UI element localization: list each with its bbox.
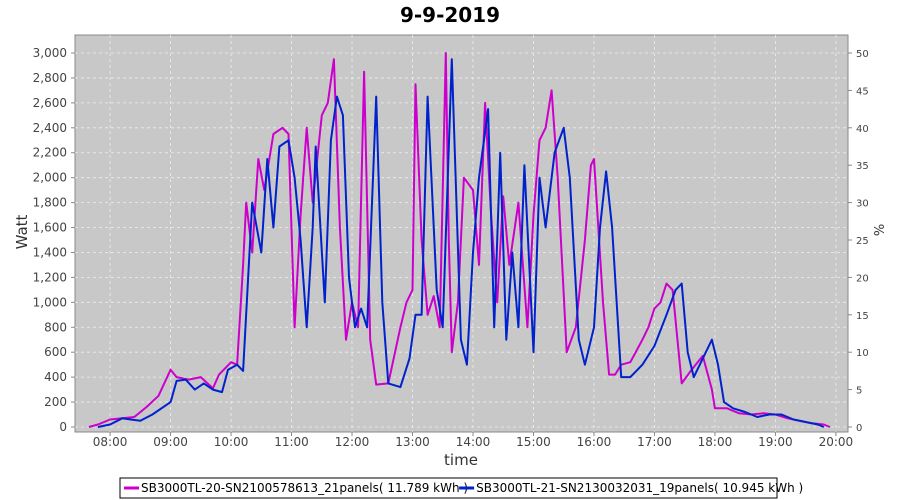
y-tick-label: 1,400 xyxy=(33,245,67,259)
y2-tick-label: 15 xyxy=(856,311,869,322)
y-axis-right: 0 5 10 15 20 25 30 35 40 45 50 xyxy=(848,49,869,434)
x-tick-label: 11:00 xyxy=(274,435,309,449)
legend-label-1: SB3000TL-20-SN2100578613_21panels( 11.78… xyxy=(141,481,468,495)
x-tick-label: 17:00 xyxy=(637,435,672,449)
y-tick-label: 200 xyxy=(44,395,67,409)
series-lines xyxy=(88,52,831,428)
chart-title: 9-9-2019 xyxy=(400,3,500,27)
y2-tick-label: 25 xyxy=(856,236,869,247)
y-tick-label: 3,000 xyxy=(33,46,67,60)
x-tick-label: 20:00 xyxy=(819,435,854,449)
y2-tick-label: 5 xyxy=(856,386,862,397)
y-axis-label: Watt xyxy=(13,214,31,249)
x-tick-label: 09:00 xyxy=(153,435,188,449)
y2-tick-label: 10 xyxy=(856,348,869,359)
y-tick-label: 1,600 xyxy=(33,221,67,235)
series-line-1 xyxy=(88,52,831,428)
y-tick-label: 400 xyxy=(44,370,67,384)
legend-label-2: SB3000TL-21-SN2130032031_19panels( 10.94… xyxy=(476,481,803,495)
y-tick-label: 2,800 xyxy=(33,71,67,85)
x-tick-label: 19:00 xyxy=(758,435,793,449)
x-tick-label: 14:00 xyxy=(456,435,491,449)
legend xyxy=(119,477,778,499)
y-tick-label: 2,400 xyxy=(33,121,67,135)
y-tick-label: 800 xyxy=(44,320,67,334)
y-tick-label: 0 xyxy=(59,420,67,434)
legend-items: SB3000TL-20-SN2100578613_21panels( 11.78… xyxy=(124,481,803,495)
x-tick-label: 12:00 xyxy=(335,435,370,449)
x-tick-label: 08:00 xyxy=(93,435,128,449)
y-tick-label: 2,000 xyxy=(33,171,67,185)
x-axis: 08:00 09:00 10:00 11:00 12:00 13:00 14:00 15:00… xyxy=(93,432,853,449)
y-axis-left: 0 200 400 600 800 1,000 1,200 1,400 1,600 1,800 2,… xyxy=(33,46,75,434)
y2-tick-label: 35 xyxy=(856,161,869,172)
y2-axis-label: % xyxy=(873,224,888,236)
x-axis-label: time xyxy=(444,451,478,469)
y-tick-label: 1,800 xyxy=(33,196,67,210)
y2-tick-label: 45 xyxy=(856,86,869,97)
y2-tick-label: 40 xyxy=(856,124,869,135)
y-tick-label: 2,600 xyxy=(33,96,67,110)
y-tick-label: 1,200 xyxy=(33,270,67,284)
x-tick-label: 15:00 xyxy=(516,435,551,449)
y2-tick-label: 50 xyxy=(856,49,869,60)
series-line-2 xyxy=(97,58,825,428)
y-tick-label: 1,000 xyxy=(33,295,67,309)
x-tick-label: 16:00 xyxy=(577,435,612,449)
x-tick-label: 10:00 xyxy=(214,435,249,449)
y2-tick-label: 30 xyxy=(856,199,869,210)
grid xyxy=(75,35,848,432)
y-tick-label: 2,200 xyxy=(33,146,67,160)
y2-tick-label: 20 xyxy=(856,273,869,284)
x-tick-label: 18:00 xyxy=(698,435,733,449)
y2-tick-label: 0 xyxy=(856,423,862,434)
x-tick-label: 13:00 xyxy=(395,435,430,449)
y-tick-label: 600 xyxy=(44,345,67,359)
